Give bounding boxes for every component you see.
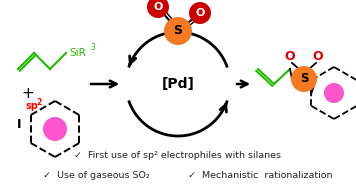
Circle shape: [43, 117, 67, 141]
Circle shape: [291, 66, 317, 92]
Text: 2: 2: [36, 98, 41, 107]
Text: O: O: [313, 50, 323, 64]
Text: 3: 3: [90, 43, 95, 53]
Circle shape: [164, 17, 192, 45]
Text: S: S: [300, 73, 308, 85]
Text: ✓  Mechanistic  rationalization: ✓ Mechanistic rationalization: [188, 170, 332, 180]
Text: ✓  Use of gaseous SO₂: ✓ Use of gaseous SO₂: [43, 170, 150, 180]
Text: S: S: [173, 25, 183, 37]
Text: O: O: [153, 2, 163, 12]
Circle shape: [189, 2, 211, 24]
Text: O: O: [195, 8, 205, 18]
Circle shape: [147, 0, 169, 18]
Text: O: O: [285, 50, 295, 64]
Text: sp: sp: [25, 101, 38, 111]
Text: SiR: SiR: [69, 48, 86, 58]
Circle shape: [324, 83, 344, 103]
Text: +: +: [22, 87, 35, 101]
Text: [Pd]: [Pd]: [162, 77, 194, 91]
Text: ✓  First use of sp² electrophiles with silanes: ✓ First use of sp² electrophiles with si…: [74, 150, 282, 160]
Text: I: I: [17, 119, 21, 132]
